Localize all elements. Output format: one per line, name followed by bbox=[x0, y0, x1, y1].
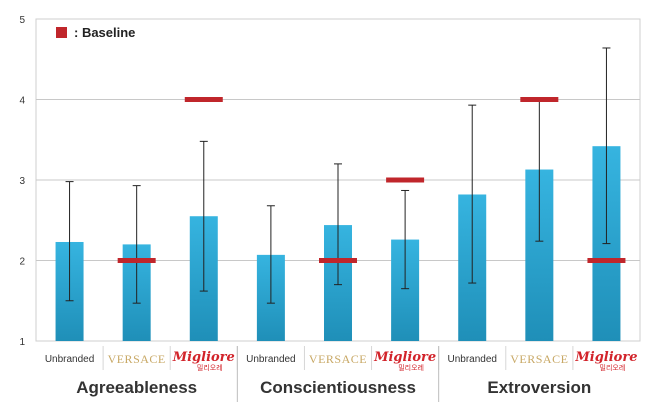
category-label-0: Unbranded bbox=[45, 354, 94, 365]
group-dividers bbox=[102, 346, 574, 402]
category-label-6: Unbranded bbox=[447, 354, 496, 365]
y-tick-label-1: 1 bbox=[19, 337, 25, 348]
category-label-7: VERSACE bbox=[510, 352, 568, 366]
baseline-marker-1 bbox=[117, 258, 156, 263]
category-label-8: Migliore bbox=[574, 350, 637, 365]
category-label-1: VERSACE bbox=[108, 352, 166, 366]
category-label-4: VERSACE bbox=[309, 352, 367, 366]
y-tick-label-4: 4 bbox=[19, 96, 25, 107]
legend-label: : Baseline bbox=[74, 25, 135, 40]
category-label-2: Migliore bbox=[172, 350, 235, 365]
legend: : Baseline bbox=[56, 25, 135, 40]
y-tick-label-2: 2 bbox=[19, 257, 25, 268]
baseline-markers bbox=[117, 97, 626, 263]
group-label-1: Conscientiousness bbox=[260, 378, 416, 397]
legend-marker bbox=[56, 27, 67, 38]
category-sublabel-8: 밀리오레 bbox=[600, 363, 626, 372]
baseline-marker-7 bbox=[520, 97, 559, 102]
group-label-2: Extroversion bbox=[487, 378, 591, 397]
baseline-marker-5 bbox=[386, 177, 425, 183]
category-label-5: Migliore bbox=[373, 350, 436, 365]
category-label-3: Unbranded bbox=[246, 354, 295, 365]
error-bars bbox=[65, 47, 611, 304]
baseline-marker-4 bbox=[319, 258, 357, 263]
y-tick-label-3: 3 bbox=[19, 176, 25, 187]
y-axis-ticks: 1 2 3 4 5 bbox=[19, 15, 25, 348]
group-labels: Agreeableness Conscientiousness Extroversi… bbox=[76, 378, 591, 397]
baseline-marker-2 bbox=[184, 97, 223, 102]
baseline-marker-8 bbox=[587, 258, 626, 263]
y-tick-label-5: 5 bbox=[19, 15, 25, 26]
group-label-0: Agreeableness bbox=[76, 378, 197, 397]
category-sublabel-5: 밀리오레 bbox=[398, 363, 424, 372]
category-sublabel-2: 밀리오레 bbox=[197, 363, 223, 372]
